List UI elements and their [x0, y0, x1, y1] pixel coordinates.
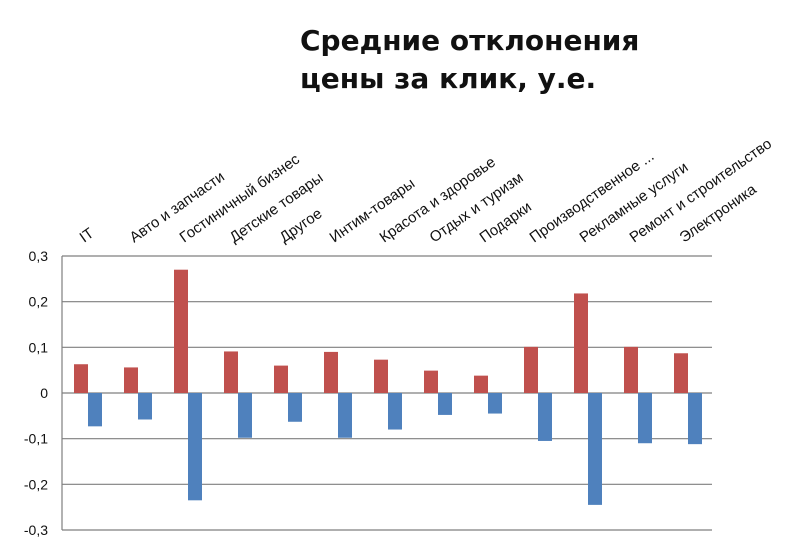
bar-negative-deviation	[688, 393, 702, 445]
y-tick-label: -0,1	[24, 431, 48, 447]
bar-positive-deviation	[624, 346, 638, 393]
bar-negative-deviation	[388, 393, 402, 430]
chart-title-line-1: Средние отклонения	[300, 24, 640, 57]
x-category-label: IT	[77, 225, 98, 247]
chart-title-line-2: цены за клик, у.е.	[300, 62, 597, 95]
bar-negative-deviation	[588, 393, 602, 505]
bar-negative-deviation	[338, 393, 352, 438]
bar-negative-deviation	[538, 393, 552, 441]
bar-negative-deviation	[638, 393, 652, 444]
y-tick-label: -0,2	[24, 476, 48, 492]
bar-positive-deviation	[174, 269, 188, 393]
bar-positive-deviation	[574, 293, 588, 393]
x-category-label: Интим-товары	[327, 175, 419, 246]
bar-negative-deviation	[238, 393, 252, 438]
bar-positive-deviation	[374, 359, 388, 393]
bar-positive-deviation	[124, 367, 138, 393]
bar-positive-deviation	[74, 364, 88, 393]
bar-negative-deviation	[138, 393, 152, 420]
bar-positive-deviation	[674, 353, 688, 393]
bar-positive-deviation	[324, 351, 338, 393]
bar-negative-deviation	[188, 393, 202, 501]
bar-positive-deviation	[274, 365, 288, 393]
bar-negative-deviation	[438, 393, 452, 415]
y-tick-label: -0,3	[24, 522, 48, 538]
bar-positive-deviation	[424, 370, 438, 393]
y-tick-label: 0,1	[29, 339, 49, 355]
y-tick-label: 0,3	[29, 248, 49, 264]
bar-positive-deviation	[224, 351, 238, 393]
y-tick-label: 0	[40, 385, 48, 401]
chart-title: Средние отклонения цены за клик, у.е.	[300, 22, 740, 98]
bar-positive-deviation	[474, 375, 488, 393]
bar-negative-deviation	[88, 393, 102, 427]
bar-positive-deviation	[524, 346, 538, 393]
y-tick-label: 0,2	[29, 294, 49, 310]
bar-negative-deviation	[288, 393, 302, 422]
bar-negative-deviation	[488, 393, 502, 414]
